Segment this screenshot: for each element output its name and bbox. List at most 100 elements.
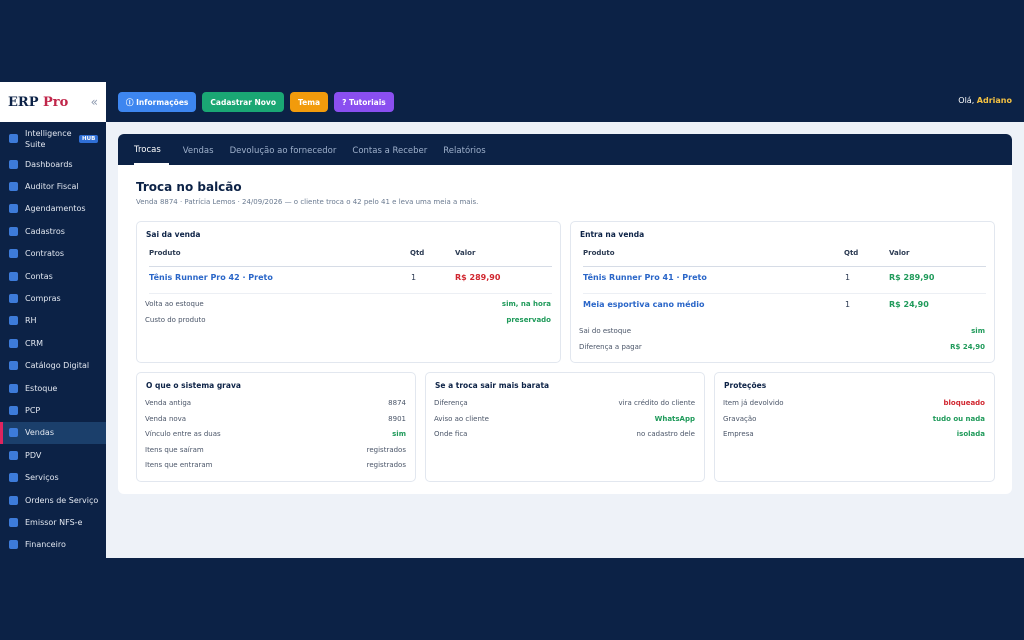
sidebar-item-estoque[interactable]: Estoque (0, 377, 106, 399)
logo-pro: Pro (43, 94, 69, 110)
kv-gravacao: Gravação tudo ou nada (723, 415, 985, 429)
kv-label: Volta ao estoque (145, 300, 204, 308)
logo-erp: ERP (8, 94, 39, 110)
kv-volta-estoque: Volta ao estoque sim, na hora (145, 300, 551, 314)
kv-value: R$ 24,90 (950, 343, 985, 351)
kv-label: Empresa (723, 430, 754, 438)
kv-venda-antiga: Venda antiga 8874 (145, 399, 406, 413)
sidebar-item-label: Serviços (25, 473, 59, 483)
table-header: Produto Qtd Valor (149, 249, 552, 267)
sidebar-item-label: Intelligence Suite (25, 128, 72, 149)
theme-button[interactable]: Tema (289, 92, 329, 112)
tab-contas-a-receber[interactable]: Contas a Receber (352, 146, 428, 156)
panel-title: Se a troca sair mais barata (435, 381, 550, 390)
kv-label: Venda nova (145, 414, 187, 423)
module-icon (9, 540, 18, 550)
kv-value: 8901 (388, 414, 406, 423)
module-icon (9, 383, 18, 393)
module-icon (9, 473, 18, 483)
col-qtd: Qtd (844, 249, 859, 257)
module-icon (9, 134, 18, 143)
user-name[interactable]: Adriano (976, 96, 1012, 105)
table-row: Tênis Runner Pro 41 · Preto 1 R$ 289,90 (583, 270, 986, 294)
table-header: Produto Qtd Valor (583, 249, 986, 267)
module-icon (9, 361, 18, 371)
sidebar-item-label: Vendas (25, 428, 54, 438)
sidebar: ERP Pro « Intelligence Suite HUB Dashboar… (0, 82, 106, 558)
kv-label: Itens que saíram (145, 445, 204, 454)
module-icon (9, 249, 18, 259)
module-icon (9, 450, 18, 460)
sidebar-item-financeiro[interactable]: Financeiro (0, 534, 106, 556)
panel-title: Sai da venda (146, 230, 201, 239)
kv-diferenca: Diferença vira crédito do cliente (434, 399, 695, 413)
kv-vinculo: Vínculo entre as duas sim (145, 430, 406, 444)
qty-value: 1 (845, 300, 851, 309)
table-row: Tênis Runner Pro 42 · Preto 1 R$ 289,90 (149, 270, 552, 294)
sidebar-item-emissor-nfse[interactable]: Emissor NFS-e (0, 511, 106, 533)
sidebar-item-label: Contas (25, 271, 53, 281)
info-button[interactable]: ⓘ Informações (118, 92, 197, 112)
panel-title: Proteções (724, 381, 767, 390)
panel-protecoes: Proteções Item já devolvido bloqueado Gra… (714, 372, 995, 482)
module-icon (9, 271, 18, 281)
product-link[interactable]: Tênis Runner Pro 41 · Preto (583, 273, 707, 282)
user-greeting: Olá, Adriano (958, 96, 1012, 105)
sidebar-item-label: Agendamentos (25, 204, 86, 214)
sidebar-item-servicos[interactable]: Serviços (0, 466, 106, 488)
logo[interactable]: ERP Pro (8, 95, 68, 110)
sidebar-item-contas[interactable]: Contas (0, 265, 106, 287)
module-icon (9, 405, 18, 415)
greeting-text: Olá, (958, 96, 975, 105)
kv-label: Venda antiga (145, 399, 192, 407)
sidebar-item-vendas[interactable]: Vendas (0, 421, 106, 445)
main-card: Trocas Vendas Devolução ao fornecedor Co… (118, 134, 1012, 494)
sidebar-item-label: CRM (25, 338, 44, 348)
kv-value: WhatsApp (654, 414, 695, 423)
tab-relatorios[interactable]: Relatórios (443, 146, 486, 156)
kv-value: sim (392, 430, 406, 438)
collapse-sidebar-icon[interactable]: « (90, 95, 98, 109)
sidebar-item-catalogo-digital[interactable]: Catálogo Digital (0, 355, 106, 377)
module-icon (9, 204, 18, 214)
kv-label: Onde fica (434, 430, 468, 438)
panel-entra-na-venda: Entra na venda Produto Qtd Valor Tênis R… (570, 221, 995, 363)
qty-value: 1 (411, 273, 417, 282)
kv-value: sim, na hora (501, 300, 551, 308)
sidebar-item-contratos[interactable]: Contratos (0, 243, 106, 265)
sidebar-item-agendamentos[interactable]: Agendamentos (0, 198, 106, 220)
panel-title: O que o sistema grava (146, 381, 241, 390)
tab-bar: Trocas Vendas Devolução ao fornecedor Co… (118, 134, 1012, 165)
tutorials-button[interactable]: ? Tutoriais (334, 92, 394, 112)
module-icon (9, 338, 18, 348)
sidebar-item-intelligence-suite[interactable]: Intelligence Suite HUB (0, 124, 106, 153)
sidebar-item-ordens-de-servico[interactable]: Ordens de Serviço (0, 489, 106, 511)
tab-devolucao-fornecedor[interactable]: Devolução ao fornecedor (229, 146, 337, 156)
sidebar-item-rh[interactable]: RH (0, 310, 106, 332)
product-link[interactable]: Meia esportiva cano médio (583, 300, 705, 309)
tab-vendas[interactable]: Vendas (182, 146, 214, 156)
kv-value: bloqueado (943, 399, 985, 407)
sidebar-item-compras[interactable]: Compras (0, 287, 106, 309)
kv-value: registrados (366, 445, 406, 454)
module-icon (9, 182, 18, 192)
sidebar-item-label: RH (25, 316, 37, 326)
topbar: ⓘ Informações Cadastrar Novo Tema ? Tuto… (106, 82, 1024, 122)
sidebar-item-crm[interactable]: CRM (0, 332, 106, 354)
kv-label: Item já devolvido (723, 399, 784, 407)
kv-value: no cadastro dele (636, 430, 695, 438)
product-link[interactable]: Tênis Runner Pro 42 · Preto (149, 273, 273, 282)
kv-label: Sai do estoque (579, 327, 632, 335)
sidebar-item-pdv[interactable]: PDV (0, 444, 106, 466)
sidebar-item-pcp[interactable]: PCP (0, 399, 106, 421)
kv-custo-produto: Custo do produto preservado (145, 316, 551, 330)
sidebar-item-label: Auditor Fiscal (25, 182, 79, 192)
sidebar-item-dashboards[interactable]: Dashboards (0, 153, 106, 175)
kv-label: Diferença (434, 399, 468, 407)
sidebar-item-auditor-fiscal[interactable]: Auditor Fiscal (0, 175, 106, 197)
sidebar-item-cadastros[interactable]: Cadastros (0, 220, 106, 242)
new-record-button[interactable]: Cadastrar Novo (202, 92, 284, 112)
panel-sai-da-venda: Sai da venda Produto Qtd Valor Tênis Run… (136, 221, 561, 363)
module-icon (9, 294, 18, 304)
tab-trocas[interactable]: Trocas (134, 145, 169, 165)
